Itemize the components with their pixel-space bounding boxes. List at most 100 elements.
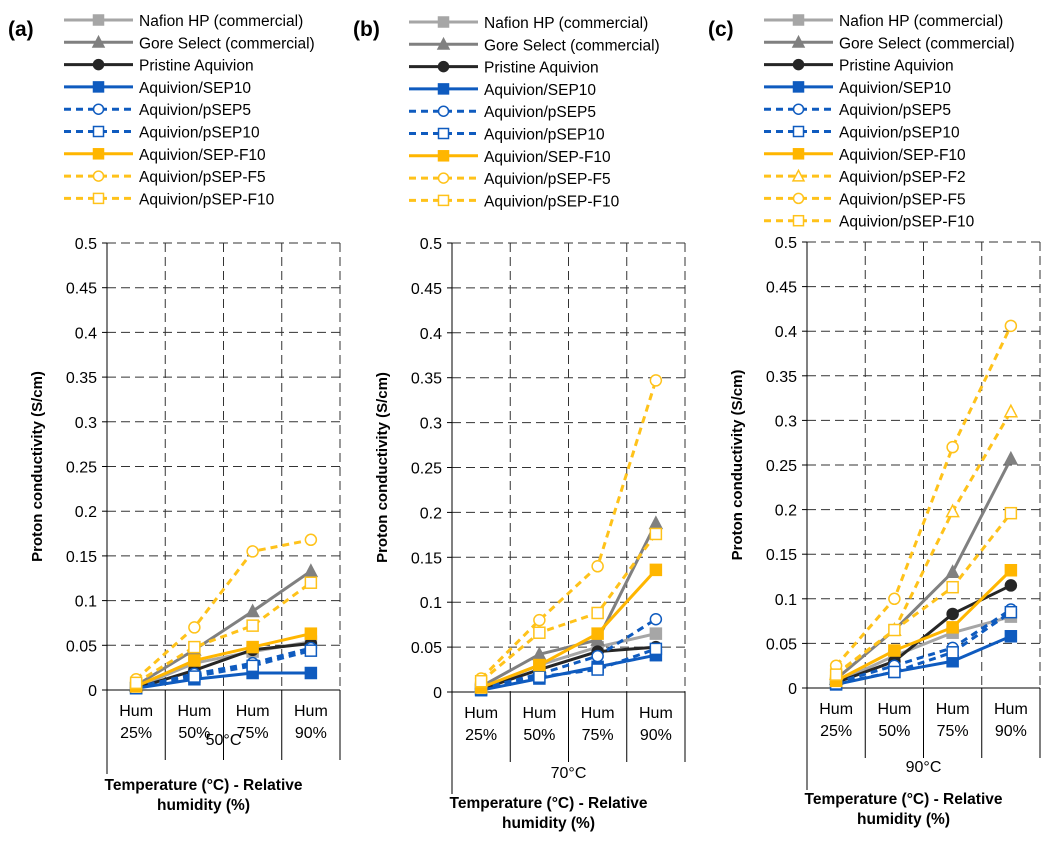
series-line [480,647,657,691]
data-point [649,527,663,541]
series-line [480,379,658,680]
x-axis-title: Temperature (°C) - Relative humidity (%) [805,791,1003,828]
legend-marker [92,148,105,160]
category-label: 90% [640,727,672,744]
category-label: 25% [465,727,497,744]
legend-entry: Nafion HP (commercial) [484,15,648,32]
legend-entry: Aquivion/pSEP-F10 [839,214,975,231]
legend-marker [437,16,450,28]
data-point [591,606,604,620]
data-point [1003,450,1019,465]
series-line [480,522,658,688]
x-axis-title: Temperature (°C) - Relative humidity (%) [450,795,648,832]
category-label: Hum [119,703,153,720]
category-label: 75% [237,725,269,742]
legend-entry: Pristine Aquivion [839,58,954,75]
y-tick-label: 0 [88,683,97,700]
data-point [304,666,318,680]
series-group [473,374,664,697]
series-line [480,533,658,683]
series-line [135,646,312,689]
y-tick-label: 0.1 [420,595,442,612]
data-point [533,626,546,639]
temperature-label: 70°C [551,765,587,782]
legend-entry: Aquivion/pSEP5 [484,104,596,121]
legend-marker [792,103,805,115]
legend-marker [91,34,106,48]
data-point [829,668,843,681]
legend-entry: Aquivion/SEP10 [139,80,251,97]
legend-marker [792,214,805,227]
data-point [304,644,318,657]
legend-marker [791,34,806,48]
category-label: Hum [994,701,1028,718]
y-tick-label: 0.45 [411,281,442,298]
y-tick-label: 0.5 [75,236,97,253]
category-label: Hum [464,705,498,722]
legend-marker [436,36,451,50]
series-line [835,512,1013,676]
y-tick-label: 0.4 [775,324,797,341]
y-tick-label: 0.25 [66,460,97,477]
legend-entry: Aquivion/pSEP-F10 [484,193,620,210]
gridlines [107,242,341,690]
series-line [480,645,656,691]
legend-entry: Aquivion/pSEP-F5 [484,171,611,188]
y-tick-label: 0.3 [420,416,442,433]
legend-marker [92,14,105,26]
series-line [480,568,657,689]
legend-marker [92,81,105,93]
y-tick-label: 0.35 [766,369,797,386]
legend-entry: Aquivion/pSEP-F5 [839,191,966,208]
legend-marker [92,192,105,205]
legend-marker [92,103,105,115]
y-tick-label: 0.45 [766,280,797,297]
legend-marker [792,58,805,71]
data-point [1004,564,1018,577]
data-point [1004,630,1018,643]
series-group [128,533,319,695]
data-point [533,613,546,627]
series-line [135,649,312,690]
y-tick-label: 0.15 [66,549,97,566]
legend: Nafion HP (commercial) Gore Select (comme… [64,13,315,208]
y-tick-label: 0.3 [775,413,797,430]
y-tick-label: 0.4 [75,325,97,342]
y-tick-label: 0 [788,681,797,698]
data-point [945,564,960,579]
legend-entry: Aquivion/pSEP10 [839,125,960,142]
data-point [246,640,259,654]
y-tick-label: 0.35 [66,370,97,387]
data-point [1003,403,1019,418]
legend-marker [437,60,450,73]
legend-entry: Pristine Aquivion [139,58,254,75]
data-point [188,654,201,667]
y-tick-label: 0.1 [775,592,797,609]
y-tick-label: 0.15 [411,550,442,567]
y-axis-title: Proton conductivity (S/cm) [29,371,46,562]
data-point [649,563,663,577]
data-point [1004,605,1018,619]
panel-label: (c) [708,18,734,41]
data-point [946,621,959,634]
panel-label: (a) [8,18,34,41]
data-point [946,580,959,594]
data-point [649,642,663,656]
series-line [135,569,312,687]
y-tick-label: 0.05 [66,638,97,655]
data-point [129,676,143,690]
category-label: 50% [178,725,210,742]
category-label: 90% [295,725,327,742]
legend-entry: Aquivion/pSEP10 [139,125,260,142]
data-point [304,627,318,640]
data-point [649,627,663,640]
category-label: Hum [877,701,911,718]
legend-marker [92,170,105,182]
data-point [888,665,901,679]
legend-marker [792,192,805,205]
legend-entry: Gore Select (commercial) [839,35,1015,52]
legend-entry: Aquivion/pSEP-F2 [839,169,966,186]
category-label: 25% [120,725,152,742]
y-tick-label: 0.35 [411,371,442,388]
y-tick-label: 0.25 [766,458,797,475]
